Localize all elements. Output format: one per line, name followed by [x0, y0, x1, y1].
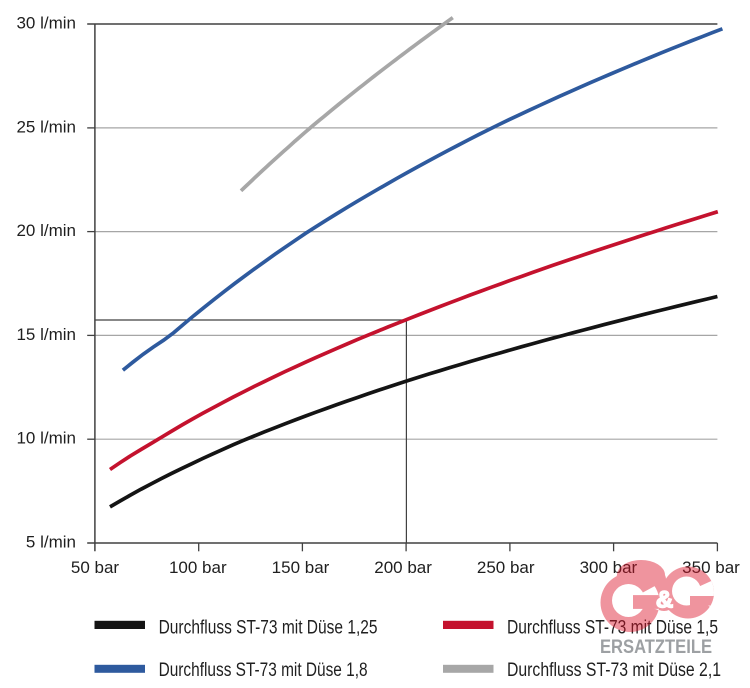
- svg-text:10 l/min: 10 l/min: [16, 429, 76, 448]
- svg-text:ERSATZTEILE: ERSATZTEILE: [600, 637, 712, 658]
- svg-text:150 bar: 150 bar: [272, 558, 330, 577]
- svg-text:5 l/min: 5 l/min: [26, 533, 76, 552]
- svg-text:Durchfluss ST-73 mit Düse 2,1: Durchfluss ST-73 mit Düse 2,1: [507, 660, 721, 681]
- svg-text:300 bar: 300 bar: [580, 558, 638, 577]
- svg-text:250 bar: 250 bar: [477, 558, 535, 577]
- svg-text:25 l/min: 25 l/min: [16, 117, 76, 136]
- svg-text:50 bar: 50 bar: [71, 558, 120, 577]
- svg-text:Durchfluss ST-73 mit Düse 1,25: Durchfluss ST-73 mit Düse 1,25: [159, 617, 378, 638]
- svg-text:350 bar: 350 bar: [682, 558, 740, 577]
- svg-text:&: &: [656, 587, 673, 614]
- svg-text:Durchfluss ST-73 mit Düse 1,5: Durchfluss ST-73 mit Düse 1,5: [507, 617, 718, 638]
- svg-text:Durchfluss ST-73 mit Düse 1,8: Durchfluss ST-73 mit Düse 1,8: [159, 660, 368, 681]
- svg-text:15 l/min: 15 l/min: [16, 325, 76, 344]
- svg-text:200 bar: 200 bar: [374, 558, 432, 577]
- svg-text:30 l/min: 30 l/min: [16, 14, 76, 33]
- svg-text:20 l/min: 20 l/min: [16, 221, 76, 240]
- svg-text:100 bar: 100 bar: [169, 558, 227, 577]
